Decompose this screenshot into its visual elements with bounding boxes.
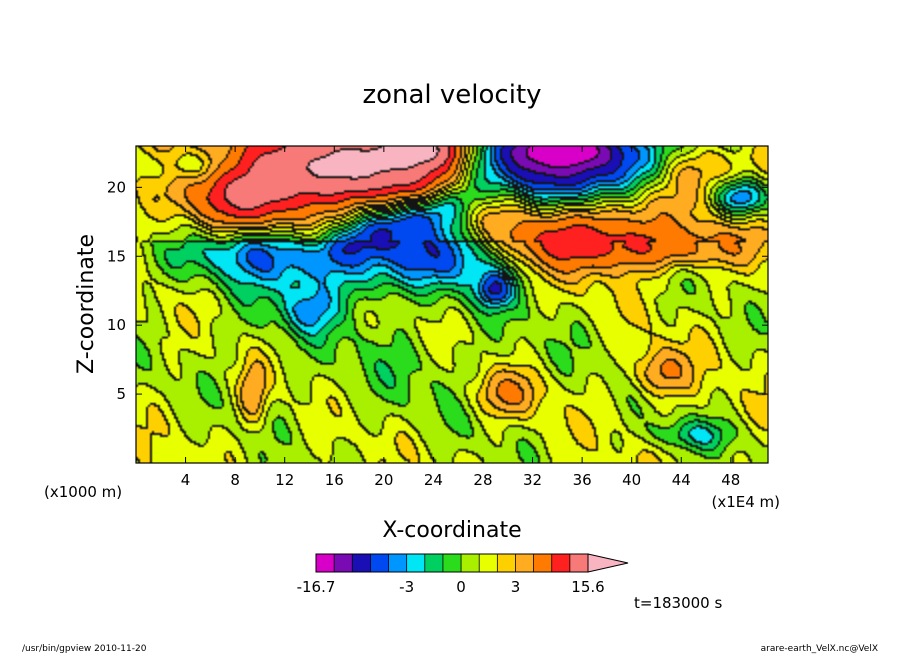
x-tick-label: 32 (523, 471, 542, 489)
y-tick-label: 15 (107, 247, 126, 265)
y-tick-label: 10 (107, 316, 126, 334)
colorbar-segment (352, 554, 371, 572)
time-label: t=183000 s (634, 594, 722, 612)
colorbar-min-label: -16.7 (297, 578, 336, 596)
colorbar-segment (406, 554, 426, 572)
colorbar-segment (442, 554, 462, 572)
x-unit-label: (x1E4 m) (711, 493, 780, 511)
y-unit-label: (x1000 m) (44, 483, 122, 501)
x-tick-label: 8 (230, 471, 240, 489)
colorbar-segment (533, 554, 553, 572)
x-axis: 4 8 12 16 20 24 28 32 36 40 44 48 (181, 146, 740, 489)
x-tick-label: 4 (181, 471, 191, 489)
x-tick-label: 40 (622, 471, 641, 489)
colorbar-segment (551, 554, 571, 572)
colorbar-tick-labels: -3 0 3 (399, 578, 520, 596)
colorbar-tick-label: 3 (511, 578, 521, 596)
colorbar-segment (316, 554, 335, 572)
colorbar-tick-label: 0 (456, 578, 466, 596)
y-axis-label: Z-coordinate (74, 234, 99, 374)
velocity-field-image (136, 146, 768, 463)
colorbar-segment (461, 554, 480, 572)
colorbar-segment (569, 554, 589, 572)
colorbar-segment (515, 554, 535, 572)
x-tick-label: 24 (424, 471, 443, 489)
x-tick-label: 28 (473, 471, 492, 489)
colorbar-segment (334, 554, 353, 572)
colorbar-segment (497, 554, 516, 572)
y-axis: 5 10 15 20 (107, 178, 768, 403)
chart-title: zonal velocity (362, 80, 541, 110)
x-tick-label: 48 (721, 471, 740, 489)
colorbar (315, 553, 629, 573)
footer-right: arare-earth_VelX.nc@VelX (761, 644, 878, 654)
colorbar-segment (479, 554, 498, 572)
colorbar-max-label: 15.6 (571, 578, 604, 596)
x-tick-label: 36 (573, 471, 592, 489)
x-tick-label: 12 (275, 471, 294, 489)
y-tick-label: 5 (116, 385, 126, 403)
x-axis-label: X-coordinate (382, 518, 521, 543)
x-tick-label: 16 (325, 471, 344, 489)
x-tick-label: 44 (672, 471, 691, 489)
colorbar-frame (315, 553, 589, 573)
colorbar-tick-label: -3 (399, 578, 414, 596)
plot-area (135, 145, 769, 464)
x-tick-label: 20 (374, 471, 393, 489)
plot-frame (135, 145, 769, 464)
colorbar-segment (370, 554, 390, 572)
y-tick-label: 20 (107, 178, 126, 196)
colorbar-segment (424, 554, 444, 572)
colorbar-segment (388, 554, 408, 572)
footer-left: /usr/bin/gpview 2010-11-20 (22, 644, 147, 654)
